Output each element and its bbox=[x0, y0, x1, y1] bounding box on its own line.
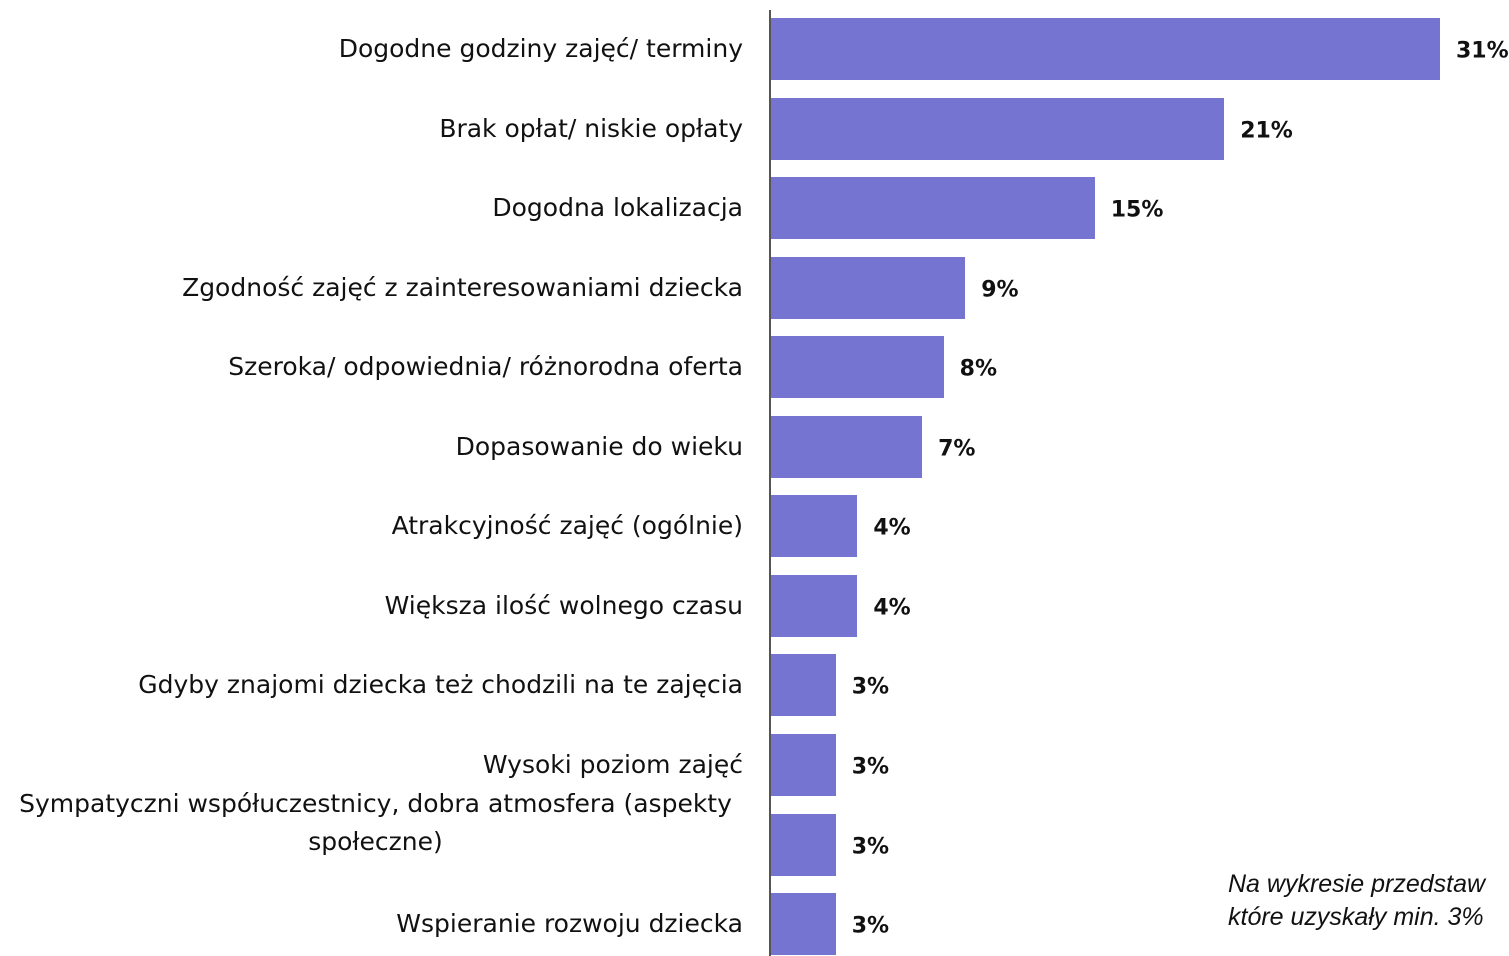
value-label: 3% bbox=[851, 913, 890, 939]
note: które uzyskały min. 3% bbox=[1228, 903, 1484, 931]
bar bbox=[771, 177, 1095, 240]
category-label: Dopasowanie do wieku bbox=[455, 431, 743, 461]
bar bbox=[771, 495, 858, 558]
category-label: Większa ilość wolnego czasu bbox=[384, 590, 743, 620]
value-label: 21% bbox=[1240, 118, 1293, 144]
bar bbox=[771, 256, 966, 319]
bar bbox=[771, 813, 836, 876]
value-label: 9% bbox=[981, 277, 1019, 303]
category-label: Dogodna lokalizacja bbox=[492, 193, 743, 223]
category-label: Atrakcyjność zajęć (ogólnie) bbox=[391, 511, 743, 541]
value-label: 15% bbox=[1110, 197, 1164, 223]
category-label: Sympatyczni współuczestnicy, dobra atmos… bbox=[19, 788, 732, 856]
bar bbox=[771, 415, 923, 478]
category-label: Szeroka/ odpowiednia/ różnorodna oferta bbox=[228, 352, 743, 382]
category-label: Wysoki poziom zajęć bbox=[482, 749, 743, 779]
bar bbox=[771, 893, 836, 956]
value-label: 3% bbox=[851, 834, 890, 859]
axis-line bbox=[769, 10, 771, 956]
category-label: Zgodność zajęć z zainteresowaniami dziec… bbox=[182, 272, 743, 302]
value-label: 4% bbox=[873, 515, 911, 541]
bar bbox=[771, 574, 858, 637]
value-label: 4% bbox=[873, 595, 911, 621]
note: Na wykresie przedstaw bbox=[1228, 870, 1486, 898]
category-label: Dogodne godziny zajęć/ terminy bbox=[338, 34, 743, 63]
category-label: Gdyby znajomi dziecka też chodzili na te… bbox=[138, 670, 743, 700]
bar bbox=[771, 18, 1440, 80]
value-label: 7% bbox=[938, 436, 976, 462]
value-label: 3% bbox=[851, 754, 890, 780]
bar bbox=[771, 97, 1225, 160]
value-label: 3% bbox=[851, 674, 890, 700]
value-label: 8% bbox=[959, 356, 997, 382]
category-label: Brak opłat/ niskie opłaty bbox=[439, 113, 743, 143]
bar bbox=[771, 336, 944, 399]
value-label: 31% bbox=[1456, 38, 1509, 64]
bar bbox=[771, 733, 836, 796]
bar bbox=[771, 654, 836, 717]
category-label: Wspieranie rozwoju dziecka bbox=[396, 909, 743, 939]
